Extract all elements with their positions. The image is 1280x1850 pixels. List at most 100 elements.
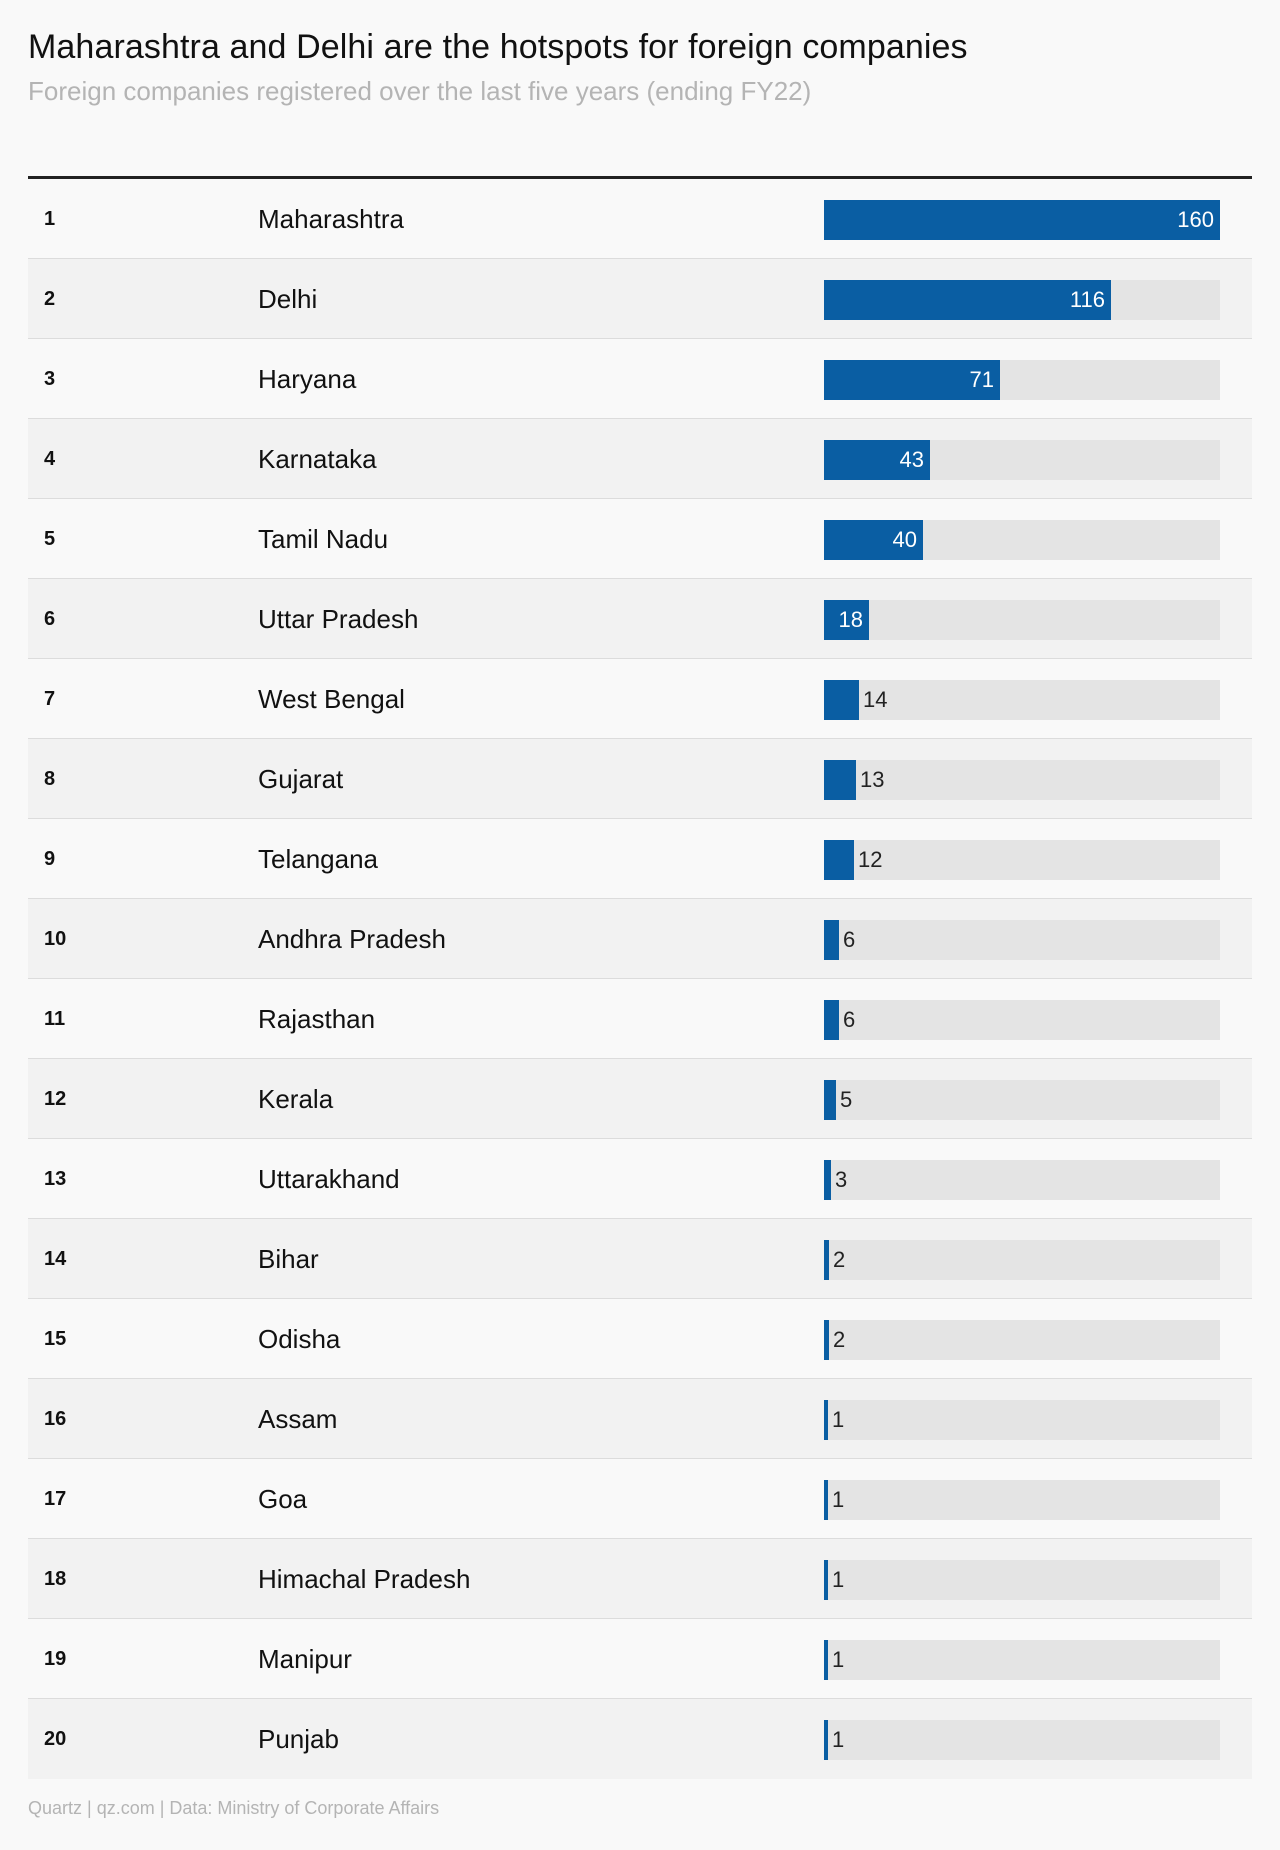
rank-number: 5	[44, 528, 56, 550]
value-label: 1	[832, 1727, 845, 1752]
value-bar	[824, 1080, 836, 1120]
value-bar	[824, 440, 930, 480]
value-bar	[824, 920, 839, 960]
value-label: 1	[832, 1407, 845, 1432]
state-name: Himachal Pradesh	[258, 1564, 471, 1594]
value-bar	[824, 1160, 831, 1200]
chart-title: Maharashtra and Delhi are the hotspots f…	[28, 28, 968, 66]
state-name: Bihar	[258, 1244, 319, 1274]
bar-track: 13	[824, 760, 1220, 800]
value-label: 13	[860, 767, 885, 792]
state-name: Andhra Pradesh	[258, 924, 446, 954]
value-label: 160	[1177, 207, 1214, 232]
bar-track: 1	[824, 1640, 1220, 1680]
state-name: West Bengal	[258, 684, 405, 714]
state-name: Uttar Pradesh	[258, 604, 419, 634]
rank-number: 17	[44, 1488, 67, 1510]
bar-track: 2	[824, 1240, 1220, 1280]
value-bar	[824, 1720, 828, 1760]
value-bar	[824, 600, 869, 640]
bar-track: 71	[824, 360, 1220, 400]
value-label: 71	[969, 367, 994, 392]
value-bar	[824, 1240, 829, 1280]
table-row: 2 Delhi 116	[28, 259, 1252, 339]
state-name: Kerala	[258, 1084, 334, 1114]
value-bar	[824, 1560, 828, 1600]
bar-track: 160	[824, 200, 1220, 240]
source-note: Quartz | qz.com | Data: Ministry of Corp…	[28, 1798, 440, 1818]
bar-track: 2	[824, 1320, 1220, 1360]
table-row: 11 Rajasthan 6	[28, 979, 1252, 1059]
state-name: Gujarat	[258, 764, 344, 794]
value-label: 1	[832, 1647, 845, 1672]
value-label: 2	[833, 1247, 846, 1272]
bar-track: 6	[824, 1000, 1220, 1040]
value-label: 12	[858, 847, 883, 872]
value-label: 43	[899, 447, 924, 472]
bar-track: 3	[824, 1160, 1220, 1200]
bar-track: 43	[824, 440, 1220, 480]
value-bar	[824, 360, 1000, 400]
table-row: 15 Odisha 2	[28, 1299, 1252, 1379]
value-label: 5	[840, 1087, 853, 1112]
table-row: 5 Tamil Nadu 40	[28, 499, 1252, 579]
value-label: 6	[843, 1007, 856, 1032]
value-label: 1	[832, 1567, 845, 1592]
value-bar	[824, 520, 923, 560]
value-label: 3	[835, 1167, 848, 1192]
table-row: 10 Andhra Pradesh 6	[28, 899, 1252, 979]
state-name: Uttarakhand	[258, 1164, 400, 1194]
bar-track: 1	[824, 1720, 1220, 1760]
rank-number: 8	[44, 768, 56, 790]
rank-number: 6	[44, 608, 56, 630]
bar-track: 40	[824, 520, 1220, 560]
bar-track: 18	[824, 600, 1220, 640]
bar-track: 116	[824, 280, 1220, 320]
bar-track: 12	[824, 840, 1220, 880]
bar-track: 1	[824, 1560, 1220, 1600]
value-label: 18	[838, 607, 863, 632]
rank-number: 16	[44, 1408, 67, 1430]
table-row: 8 Gujarat 13	[28, 739, 1252, 819]
bar-track: 14	[824, 680, 1220, 720]
value-label: 14	[863, 687, 888, 712]
table-row: 13 Uttarakhand 3	[28, 1139, 1252, 1219]
table-row: 4 Karnataka 43	[28, 419, 1252, 499]
value-label: 2	[833, 1327, 846, 1352]
value-bar	[824, 200, 1220, 240]
value-label: 1	[832, 1487, 845, 1512]
rank-number: 18	[44, 1568, 67, 1590]
rank-number: 13	[44, 1168, 67, 1190]
rank-number: 1	[44, 208, 56, 230]
value-bar	[824, 1320, 829, 1360]
value-bar	[824, 1480, 828, 1520]
state-name: Punjab	[258, 1724, 339, 1754]
value-bar	[824, 1400, 828, 1440]
state-name: Assam	[258, 1404, 338, 1434]
chart-subtitle: Foreign companies registered over the la…	[28, 76, 812, 106]
state-name: Manipur	[258, 1644, 352, 1674]
state-name: Delhi	[258, 284, 318, 314]
value-label: 6	[843, 927, 856, 952]
bar-track: 5	[824, 1080, 1220, 1120]
table-row: 17 Goa 1	[28, 1459, 1252, 1539]
rank-number: 14	[44, 1248, 67, 1270]
value-bar	[824, 280, 1111, 320]
value-bar	[824, 680, 859, 720]
rank-number: 7	[44, 688, 56, 710]
table-row: 18 Himachal Pradesh 1	[28, 1539, 1252, 1619]
rank-number: 3	[44, 368, 56, 390]
table-row: 19 Manipur 1	[28, 1619, 1252, 1699]
ranking-table: 1 Maharashtra 160 2 Delhi 116 3 Haryana 71 4 Karna…	[28, 176, 1252, 1779]
state-name: Maharashtra	[258, 204, 404, 234]
value-bar	[824, 1640, 828, 1680]
rank-number: 19	[44, 1648, 67, 1670]
value-bar	[824, 840, 854, 880]
rank-number: 9	[44, 848, 56, 870]
state-name: Telangana	[258, 844, 378, 874]
table-row: 16 Assam 1	[28, 1379, 1252, 1459]
table-row: 1 Maharashtra 160	[28, 179, 1252, 259]
table-row: 3 Haryana 71	[28, 339, 1252, 419]
rank-number: 12	[44, 1088, 67, 1110]
rank-number: 4	[44, 448, 56, 470]
